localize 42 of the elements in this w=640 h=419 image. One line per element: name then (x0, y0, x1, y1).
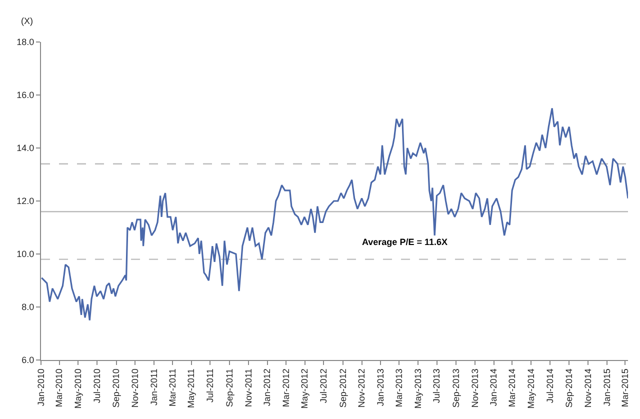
y-tick-label: 18.0 (16, 37, 34, 48)
x-tick-label: May-2013 (412, 368, 423, 409)
ref-line-label: Average P/E = 11.6X (362, 237, 448, 247)
x-tick-label: Sep-2012 (338, 368, 348, 408)
x-tick-label: Jan-2014 (488, 368, 499, 406)
line-series (41, 107, 628, 322)
x-tick-label: Jul-2013 (432, 368, 442, 404)
y-tick-label: 10.0 (16, 249, 34, 260)
x-tick-label: Sep-2011 (224, 368, 234, 407)
x-tick-label: Sep-2010 (111, 368, 122, 408)
x-tick-label: Jan-2013 (376, 368, 386, 406)
x-tick-label: Jul-2010 (92, 368, 102, 404)
x-tick-label: Jan-2015 (602, 368, 612, 406)
y-tick-label: 14.0 (16, 143, 34, 154)
x-tick-label: Nov-2013 (470, 368, 480, 408)
x-tick-label: Nov-2010 (130, 368, 140, 408)
x-tick-label: Mar-2015 (620, 368, 630, 408)
x-tick-label: Mar-2011 (167, 368, 178, 406)
x-tick-label: Sep-2013 (450, 368, 461, 408)
x-tick-label: Jan-2011 (149, 368, 160, 406)
y-tick-label: 6.0 (22, 355, 34, 366)
x-tick-label: Jan-2012 (262, 368, 272, 406)
y-tick-label: 12.0 (16, 196, 34, 206)
x-tick-label: Nov-2011 (243, 368, 254, 407)
x-tick-label: Nov-2014 (582, 368, 593, 408)
x-tick-label: Mar-2014 (507, 368, 518, 408)
y-axis-title: (X) (21, 16, 33, 26)
x-tick-label: Mar-2012 (280, 368, 291, 408)
x-tick-label: May-2010 (73, 368, 84, 409)
x-tick-label: Jan-2010 (36, 368, 46, 406)
x-tick-label: Sep-2014 (564, 368, 574, 408)
x-tick-label: Jul-2011 (205, 368, 216, 402)
x-tick-label: Jul-2012 (318, 368, 329, 404)
x-tick-label: May-2012 (300, 368, 310, 409)
y-tick-label: 8.0 (22, 302, 34, 312)
x-tick-label: May-2014 (526, 368, 536, 409)
x-tick-label: May-2011 (186, 368, 196, 408)
x-tick-label: Mar-2013 (394, 368, 404, 408)
x-tick-label: Jul-2014 (544, 368, 555, 404)
x-tick-label: Nov-2012 (356, 368, 367, 408)
x-tick-label: Mar-2010 (54, 368, 64, 408)
y-tick-label: 16.0 (16, 90, 34, 100)
